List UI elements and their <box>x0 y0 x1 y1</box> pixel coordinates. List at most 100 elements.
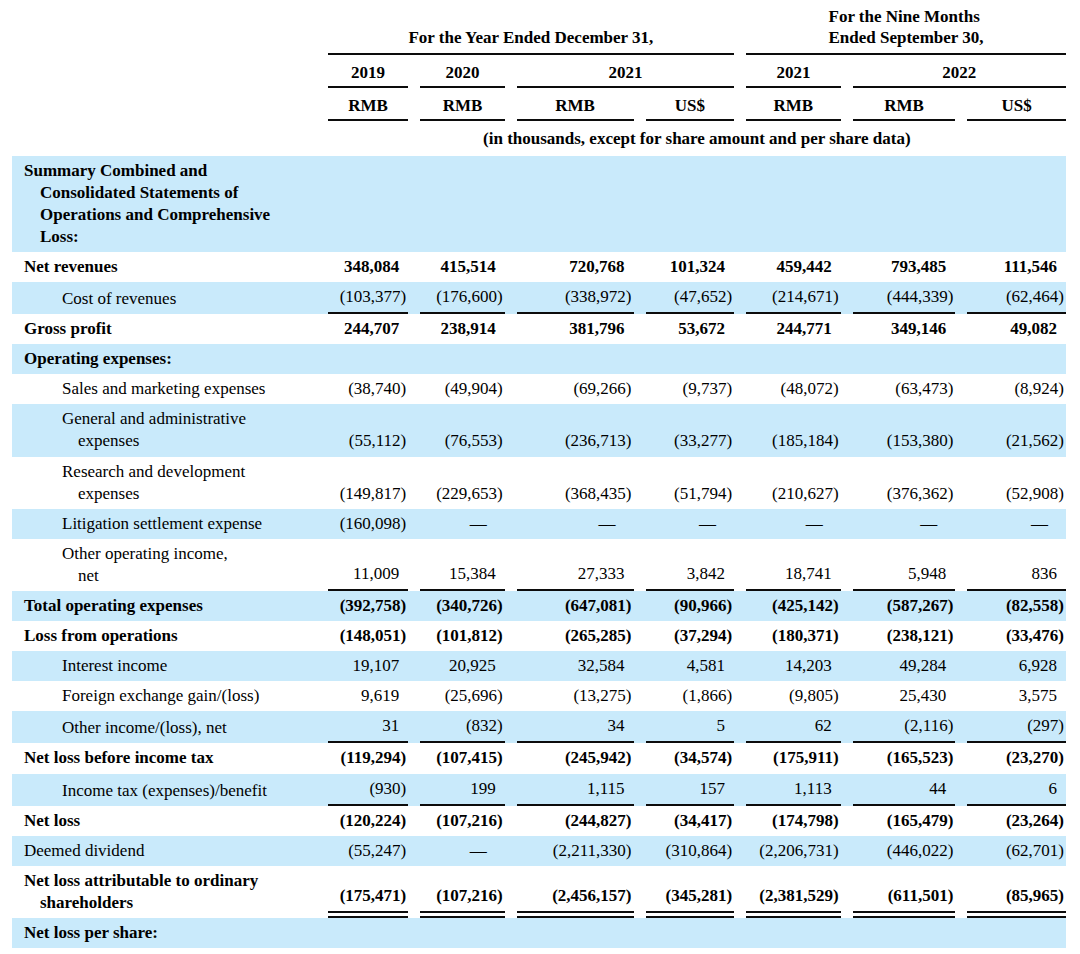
row-label: Basic and diluted <box>12 948 316 954</box>
value-cell: (107,216) <box>408 866 505 918</box>
value-cell: (175,471) <box>316 866 409 918</box>
value-cell: 5 <box>634 711 735 743</box>
value-text: (297) <box>1027 716 1064 735</box>
value-text: (82,558) <box>1006 596 1064 615</box>
value-cell: (647,081) <box>505 591 634 621</box>
currency-header: US$ <box>634 88 735 121</box>
value-cell: 3,575 <box>955 681 1066 711</box>
value-cell: 1,113 <box>734 774 841 806</box>
table-row: Litigation settlement expense(160,098)——… <box>12 509 1066 539</box>
value-cell: (1.19) <box>408 948 505 954</box>
nil-dash: — <box>920 514 953 533</box>
value-text: 62 <box>815 716 839 735</box>
value-text: 6,928 <box>1019 656 1064 675</box>
value-cell: (229,653) <box>408 457 505 509</box>
value-cell: — <box>505 509 634 539</box>
value-cell: 793,485 <box>841 252 956 282</box>
value-cell: (175,911) <box>734 743 841 773</box>
value-text: (107,415) <box>436 748 503 767</box>
value-cell: 49,284 <box>841 651 956 681</box>
row-label: Income tax (expenses)/benefit <box>12 774 316 806</box>
value-text: (34,417) <box>674 811 732 830</box>
value-cell: 199 <box>408 774 505 806</box>
value-text: (376,362) <box>887 484 954 503</box>
value-text: 244,707 <box>344 319 406 338</box>
value-text: 31 <box>382 716 406 735</box>
currency-header: RMB <box>505 88 634 121</box>
value-cell: 25,430 <box>841 681 956 711</box>
row-label: Net revenues <box>12 252 316 282</box>
value-cell: (8,924) <box>955 374 1066 404</box>
value-cell: 101,324 <box>634 252 735 282</box>
value-cell: (25,696) <box>408 681 505 711</box>
value-text: (611,501) <box>888 886 954 905</box>
value-text: (90,966) <box>674 596 732 615</box>
value-text: 5,948 <box>908 564 953 583</box>
value-cell: (9,737) <box>634 374 735 404</box>
value-cell: (174,798) <box>734 806 841 836</box>
value-text: (2,381,529) <box>759 886 838 905</box>
value-cell: (1,866) <box>634 681 735 711</box>
value-cell: (5.29) <box>841 948 956 954</box>
value-text: (23,264) <box>1006 811 1064 830</box>
value-text: (338,972) <box>565 287 632 306</box>
value-cell: 6 <box>955 774 1066 806</box>
currency-header: RMB <box>841 88 956 121</box>
value-cell: — <box>734 509 841 539</box>
row-label: Sales and marketing expenses <box>12 374 316 404</box>
value-cell: (245,942) <box>505 743 634 773</box>
value-cell: 15,384 <box>408 539 505 591</box>
table-row: Sales and marketing expenses(38,740)(49,… <box>12 374 1066 404</box>
value-cell: (21,562) <box>955 404 1066 456</box>
value-cell: 415,514 <box>408 252 505 282</box>
value-cell: — <box>841 509 956 539</box>
value-cell: (2,206,731) <box>734 836 841 866</box>
value-cell: (2,456,157) <box>505 866 634 918</box>
value-cell: (376,362) <box>841 457 956 509</box>
financial-table: For the Year Ended December 31, For the … <box>12 6 1066 954</box>
table-row: Gross profit244,707238,914381,79653,6722… <box>12 314 1066 344</box>
table-row: Other income/(loss), net31(832)34562(2,1… <box>12 711 1066 743</box>
value-text: 44 <box>929 779 953 798</box>
currency-header: RMB <box>316 88 409 121</box>
col-group-year-ended: For the Year Ended December 31, <box>316 6 734 55</box>
value-text: 836 <box>1032 564 1065 583</box>
value-text: (647,081) <box>565 596 632 615</box>
value-cell: (0.74) <box>955 948 1066 954</box>
value-cell: (85,965) <box>955 866 1066 918</box>
value-text: (185,184) <box>772 431 839 450</box>
value-cell: 111,546 <box>955 252 1066 282</box>
value-text: (37,294) <box>674 626 732 645</box>
value-cell: (214,671) <box>734 282 841 314</box>
value-cell: 11,009 <box>316 539 409 591</box>
value-cell: (103,377) <box>316 282 409 314</box>
value-cell: (2,381,529) <box>734 866 841 918</box>
table-row: Net loss attributable to ordinary shareh… <box>12 866 1066 918</box>
value-text: (47,652) <box>674 287 732 306</box>
header-spacer <box>12 121 316 156</box>
year-header-2021: 2021 <box>505 55 734 88</box>
nil-dash: — <box>599 514 632 533</box>
value-text: (229,653) <box>436 484 503 503</box>
value-text: 415,514 <box>441 257 503 276</box>
row-label: Loss from operations <box>12 621 316 651</box>
value-text: 14,203 <box>785 656 839 675</box>
row-label: Net loss before income tax <box>12 743 316 773</box>
value-cell: (236,713) <box>505 404 634 456</box>
value-text: (238,121) <box>887 626 954 645</box>
value-text: (85,965) <box>1006 886 1064 905</box>
row-label: Litigation settlement expense <box>12 509 316 539</box>
value-text: (8,924) <box>1014 379 1064 398</box>
value-cell: 6,928 <box>955 651 1066 681</box>
value-cell: 31 <box>316 711 409 743</box>
value-text: (214,671) <box>772 287 839 306</box>
value-text: (165,523) <box>887 748 954 767</box>
table-row: Net loss per share: <box>12 918 1066 948</box>
row-label: Summary Combined and Consolidated Statem… <box>12 156 1066 252</box>
value-cell: (82,558) <box>955 591 1066 621</box>
value-cell: 348,084 <box>316 252 409 282</box>
value-text: 157 <box>700 779 733 798</box>
table-row: Net loss(120,224)(107,216)(244,827)(34,4… <box>12 806 1066 836</box>
value-text: 49,284 <box>900 656 954 675</box>
value-cell: (2,116) <box>841 711 956 743</box>
